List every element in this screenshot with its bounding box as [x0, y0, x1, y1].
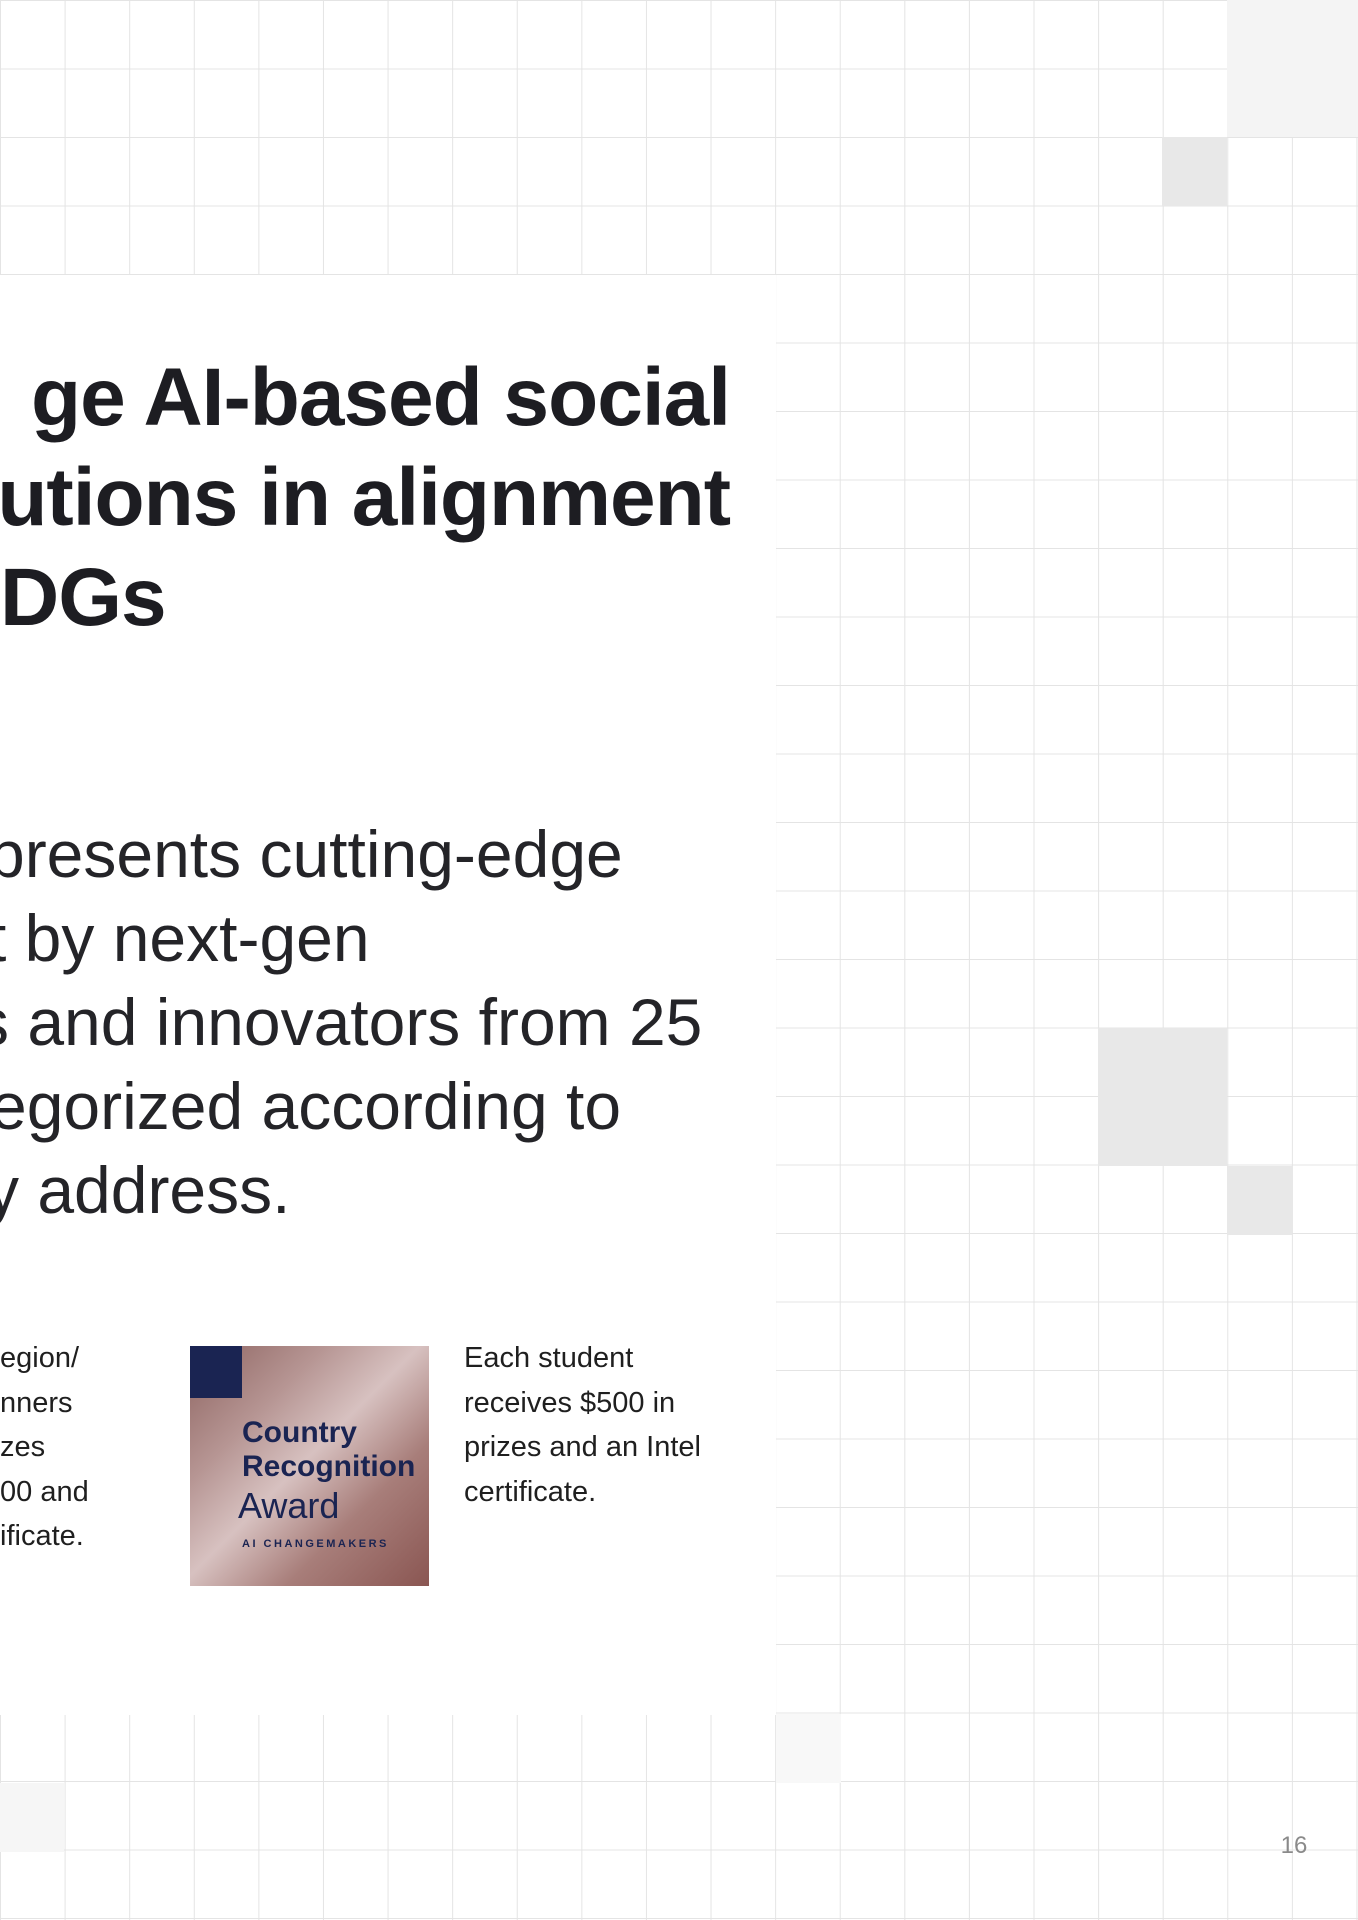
headline-line: ge AI-based social — [31, 352, 731, 443]
note-line: prizes and an Intel — [464, 1431, 701, 1463]
note-line: egion/ — [0, 1342, 80, 1374]
note-line: zes — [0, 1431, 46, 1463]
note-line: nners — [0, 1386, 73, 1419]
note-line: 00 and — [0, 1475, 89, 1508]
badge-corner-square — [190, 1346, 242, 1398]
note-line: Each student — [464, 1342, 634, 1374]
badge-title-line: Country — [242, 1416, 357, 1449]
note-line: receives $500 in — [464, 1386, 676, 1419]
grid-shade — [776, 1714, 841, 1783]
lead-line: egorized according to — [0, 1069, 622, 1143]
lead-paragraph: presents cutting-edge t by next-gen s an… — [0, 812, 750, 1232]
grid-shade — [1098, 1028, 1227, 1166]
country-recognition-award-badge: Country Recognition Award AI CHANGEMAKER… — [190, 1346, 429, 1586]
left-award-note: egion/ nners zes 00 and ificate. — [0, 1336, 98, 1559]
note-line: certificate. — [464, 1475, 597, 1508]
note-line: ificate. — [0, 1520, 84, 1552]
grid-shade — [1227, 1166, 1292, 1235]
grid-shade — [0, 1783, 64, 1852]
headline-line: utions in alignment — [0, 452, 731, 543]
badge-title-line: Award — [238, 1485, 340, 1526]
lead-line: s and innovators from 25 — [0, 985, 703, 1059]
headline: ge AI-based social utions in alignment D… — [0, 348, 731, 648]
badge-footer: AI CHANGEMAKERS — [242, 1538, 389, 1550]
grid-shade — [1162, 137, 1227, 206]
right-award-note: Each student receives $500 in prizes and… — [464, 1336, 764, 1514]
lead-line: t by next-gen — [0, 901, 370, 975]
headline-line: DGs — [0, 552, 167, 643]
lead-line: presents cutting-edge — [0, 817, 623, 891]
grid-shade — [1227, 0, 1358, 137]
page-number: 16 — [1280, 1832, 1308, 1859]
badge-title-line: Recognition — [242, 1450, 416, 1483]
lead-line: y address. — [0, 1153, 291, 1227]
